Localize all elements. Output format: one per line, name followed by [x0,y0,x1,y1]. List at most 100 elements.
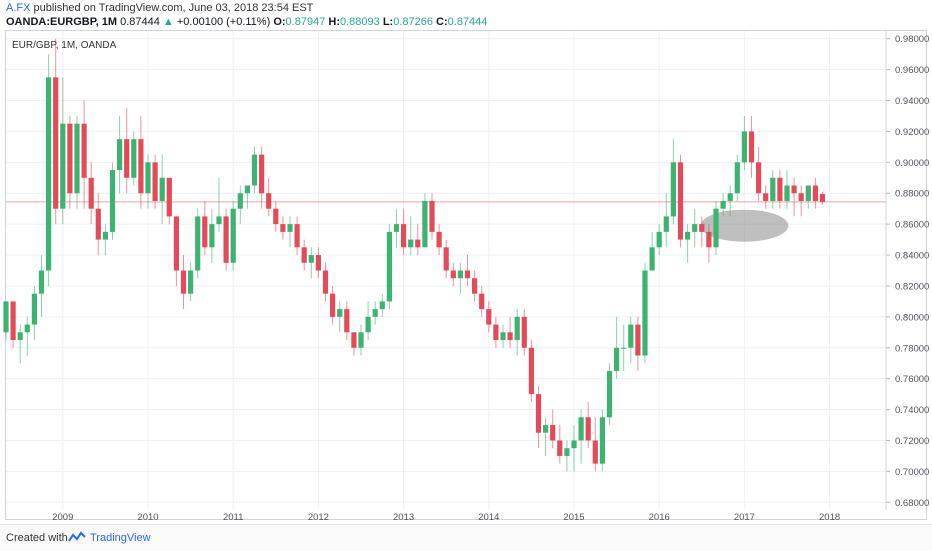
candle-body [798,193,804,201]
candle-body [273,208,279,225]
candle-body [60,123,66,209]
open-value: 0.87947 [285,16,326,28]
candle-body [429,200,435,232]
y-tick-label: 0.86000 [895,220,929,231]
published-text: published on TradingView.com, June 03, 2… [33,2,314,14]
candle-body [109,170,116,232]
y-tick-label: 0.84000 [895,251,929,262]
candle-body [464,270,471,279]
candle-body [713,208,719,248]
candle-body [663,216,669,232]
candle-body [528,347,534,395]
chart-frame[interactable] [5,30,927,520]
candle-body [415,239,421,248]
tradingview-logo-icon [68,531,86,542]
candle-body [322,270,329,294]
candle-body [152,162,158,201]
candle-body [514,316,520,341]
highlight-ellipse [700,209,789,242]
candle-body [216,216,222,225]
y-tick-label: 0.88000 [895,189,929,200]
candle-body [401,224,407,248]
candle-body [308,255,314,263]
x-tick-label: 2016 [649,512,670,523]
up-arrow-icon: ▲ [162,16,174,28]
candle-body [457,270,463,279]
candle-body [393,224,400,232]
candle-body [81,123,87,178]
low-value: 0.87266 [393,16,433,28]
candle-body [507,332,513,341]
symbol-label: OANDA:EURGBP, 1M [6,16,118,28]
y-tick-label: 0.94000 [895,96,929,107]
y-tick-label: 0.72000 [895,436,929,447]
candle-body [102,231,108,240]
x-tick-label: 2015 [563,512,584,523]
tradingview-link[interactable]: TradingView [90,532,151,544]
ohlc-readout: OANDA:EURGBP, 1M 0.87444 ▲ +0.00100 (+0.… [6,16,487,28]
candle-body [720,200,726,209]
open-label: O: [273,16,286,28]
candle-body [599,417,605,464]
y-tick-label: 0.74000 [895,405,929,416]
candle-body [358,332,364,348]
candle-body [557,440,563,456]
candle-body [117,139,123,171]
candle-body [337,309,343,317]
candle-body [138,139,144,194]
candle-body [450,270,456,279]
x-tick-label: 2017 [734,512,755,523]
candle-body [550,425,556,441]
candle-body [784,185,790,201]
candle-body [74,123,80,194]
candle-body [330,293,336,317]
candle-body [266,193,272,209]
candle-body [805,185,811,201]
candle-body [741,131,747,163]
last-price: 0.87444 [120,16,160,28]
candle-body [500,332,506,341]
candle-body [635,324,641,356]
candle-body [734,162,740,194]
y-tick-label: 0.80000 [895,312,929,323]
close-value: 0.87444 [447,16,488,28]
candle-body [656,231,662,248]
candle-body [578,417,584,441]
candle-body [124,139,130,178]
candle-body [365,316,371,333]
candle-body [649,247,655,271]
price-change: +0.00100 (+0.11%) [176,16,271,28]
candle-body [699,224,705,232]
candle-body [763,193,769,201]
chart-title: EUR/GBP, 1M, OANDA [12,40,117,51]
candle-body [195,216,201,271]
candle-body [95,208,101,240]
candle-body [67,123,73,194]
candle-body [585,417,591,441]
candle-body [422,200,428,248]
candle-body [202,216,208,248]
candle-body [614,347,620,371]
candle-body [748,131,755,163]
candle-body [756,162,762,194]
candle-body [188,270,194,294]
candle-body [670,162,676,217]
author-link[interactable]: A.FX [6,2,31,14]
candle-body [209,224,215,248]
y-tick-label: 0.98000 [895,34,929,45]
candle-body [564,448,570,456]
candle-body [10,301,16,341]
candle-body [251,154,258,186]
y-tick-label: 0.76000 [895,374,929,385]
candle-body [685,231,691,240]
created-with-text: Created with [6,532,68,544]
x-tick-label: 2009 [52,512,73,523]
candle-body [706,231,712,248]
candle-body [571,440,577,449]
candle-body [46,77,52,271]
x-tick-label: 2013 [393,512,414,523]
y-tick-label: 0.82000 [895,281,929,292]
y-tick-label: 0.78000 [895,343,929,354]
candle-body [223,216,229,263]
